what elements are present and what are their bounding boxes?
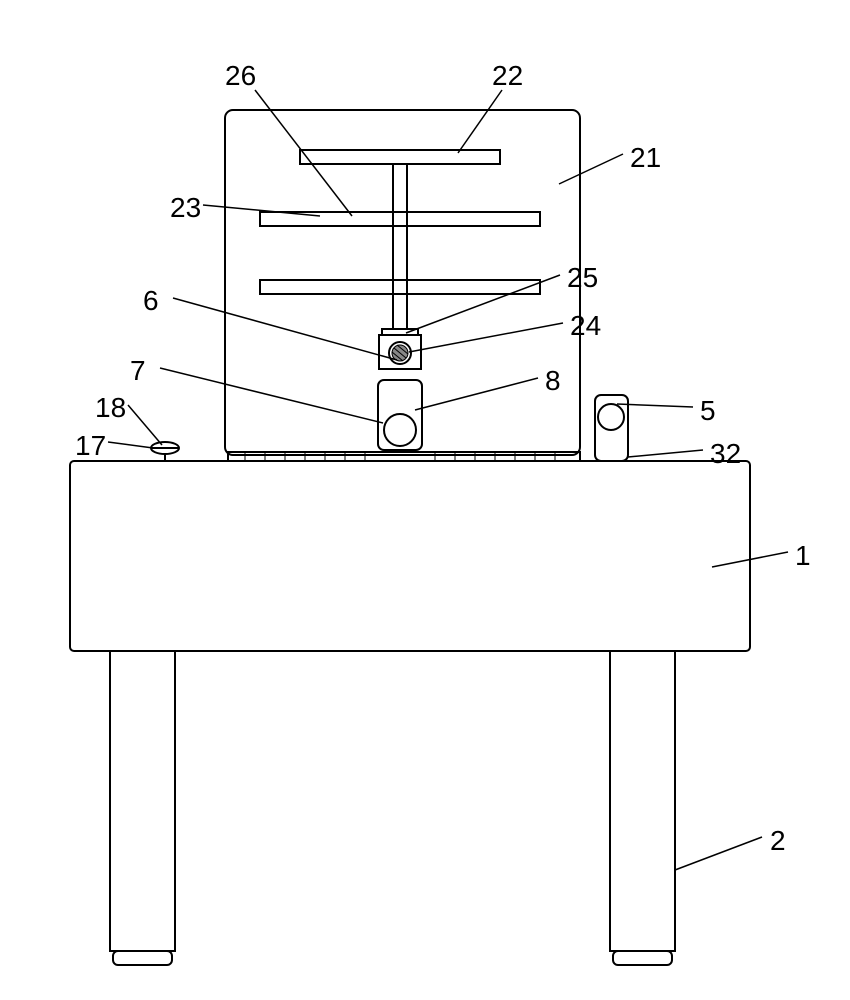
vertical-post [393,164,407,329]
leader-25 [406,275,560,333]
leader-17 [108,442,153,448]
leader-22 [458,90,502,153]
leader-23 [203,205,320,216]
mid-bar-lower [260,280,540,294]
label-6: 6 [143,285,159,317]
label-26: 26 [225,60,256,92]
leader-8 [415,378,538,410]
top-bar [300,150,500,164]
label-23: 23 [170,192,201,224]
leader-lines [108,90,788,870]
leader-2 [675,837,762,870]
label-32: 32 [710,438,741,470]
right-circle [598,404,624,430]
label-18: 18 [95,392,126,424]
leader-21 [559,154,623,184]
leader-18 [128,405,162,445]
leader-6 [173,298,397,360]
leg-right [610,651,675,951]
main-body [70,461,750,651]
label-17: 17 [75,430,106,462]
label-24: 24 [570,310,601,342]
label-25: 25 [567,262,598,294]
back-panel [225,110,580,455]
label-2: 2 [770,825,786,857]
leader-7 [160,368,383,423]
label-1: 1 [795,540,811,572]
foot-left [113,951,172,965]
mid-circle [384,414,416,446]
diagram-svg [0,0,850,1000]
label-21: 21 [630,142,661,174]
leg-left [110,651,175,951]
label-5: 5 [700,395,716,427]
diagram-root: 1 2 5 6 7 8 17 18 21 22 23 24 25 26 32 [0,0,850,1000]
leader-26 [255,90,352,216]
label-8: 8 [545,365,561,397]
foot-right [613,951,672,965]
grille-plate [228,452,580,461]
label-22: 22 [492,60,523,92]
leader-24 [409,323,563,352]
label-7: 7 [130,355,146,387]
leader-32 [628,450,703,457]
